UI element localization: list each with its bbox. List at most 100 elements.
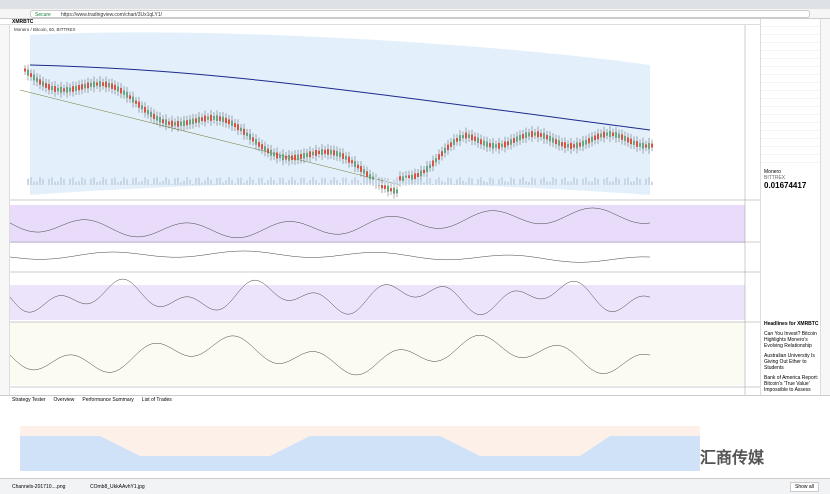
candle [501,143,503,148]
candle [195,118,197,123]
volume [609,181,611,185]
download-file[interactable]: Channels-201710....png [12,484,66,490]
volume [57,181,59,185]
candle [528,132,530,137]
candle [561,142,563,147]
volume [327,183,329,185]
volume [357,180,359,185]
candle [258,141,260,147]
candle [237,124,239,131]
volume [627,177,629,185]
candle [57,87,59,92]
download-file[interactable]: COmb8_UkkAAvhY1.jpg [90,484,145,490]
volume [246,180,248,185]
volume [366,177,368,185]
candle [573,144,575,148]
candle [372,176,374,182]
volume [375,177,377,185]
candle [609,131,611,138]
candle [591,136,593,142]
tab[interactable]: Overview [53,397,75,403]
candle [315,149,317,156]
news-item[interactable]: Can You Invest? Bitcoin Highlights Moner… [764,331,817,349]
candle [360,166,362,172]
volume [591,181,593,185]
candle [588,138,590,144]
tab[interactable]: Strategy Tester [12,397,46,403]
volume [324,177,326,185]
candle [636,141,638,147]
candle [570,142,572,149]
volume [84,178,86,185]
candle [162,119,164,124]
volume [624,178,626,185]
candle [552,137,554,143]
volume [570,181,572,185]
tab[interactable]: List of Trades [141,397,172,403]
volume [201,182,203,185]
volume [396,177,398,185]
volume [393,179,395,185]
equity-chart [20,426,700,471]
candles [24,64,653,199]
volume [129,184,131,185]
candle [321,149,323,155]
candle [459,135,461,142]
volume [183,180,185,185]
address-bar[interactable]: Secure https://www.tradingview.com/chart… [30,10,810,18]
candle [249,133,251,140]
candle [99,80,101,87]
address-bar-row: Secure https://www.tradingview.com/chart… [0,9,830,19]
candle [384,185,386,189]
volume [348,183,350,185]
candle [537,131,539,138]
volume [204,180,206,185]
volume [426,177,428,185]
candle [465,132,467,139]
candle [132,96,134,103]
symbol[interactable]: XMRBTC [12,19,34,25]
volume [423,182,425,185]
candle [357,164,359,169]
candle [651,143,653,148]
candle [129,95,131,99]
volume [144,177,146,185]
candle [471,134,473,141]
candle [261,144,263,150]
candle [246,132,248,136]
news-item[interactable]: Bank of America Report: Bitcoin's 'True … [764,375,819,393]
candle [105,81,107,88]
volume [33,181,35,185]
volume [279,177,281,185]
candle [291,155,293,160]
volume [480,177,482,185]
volume [240,177,242,185]
candle [597,133,599,140]
volume [234,183,236,185]
candle [225,117,227,124]
candle [333,150,335,156]
candle [543,133,545,139]
candle [555,139,557,145]
downloads-bar: Channels-201710....png COmb8_UkkAAvhY1.j… [0,478,830,494]
candle [108,83,110,88]
candle [510,139,512,145]
oscillator-line [10,334,651,376]
tab[interactable]: Performance Summary [82,397,134,403]
show-all-button[interactable]: Show all [790,482,819,492]
volume [99,181,101,185]
candle [408,175,410,181]
volume [276,183,278,185]
volume [378,180,380,185]
candle [111,83,113,89]
volume [588,181,590,185]
volume [471,178,473,185]
news-item[interactable]: Australian University Is Giving Out Ethe… [764,353,815,371]
secure-label: Secure [35,12,51,18]
volume [225,180,227,185]
candle [189,119,191,125]
volume [438,177,440,185]
volume [441,180,443,185]
volume [468,177,470,185]
